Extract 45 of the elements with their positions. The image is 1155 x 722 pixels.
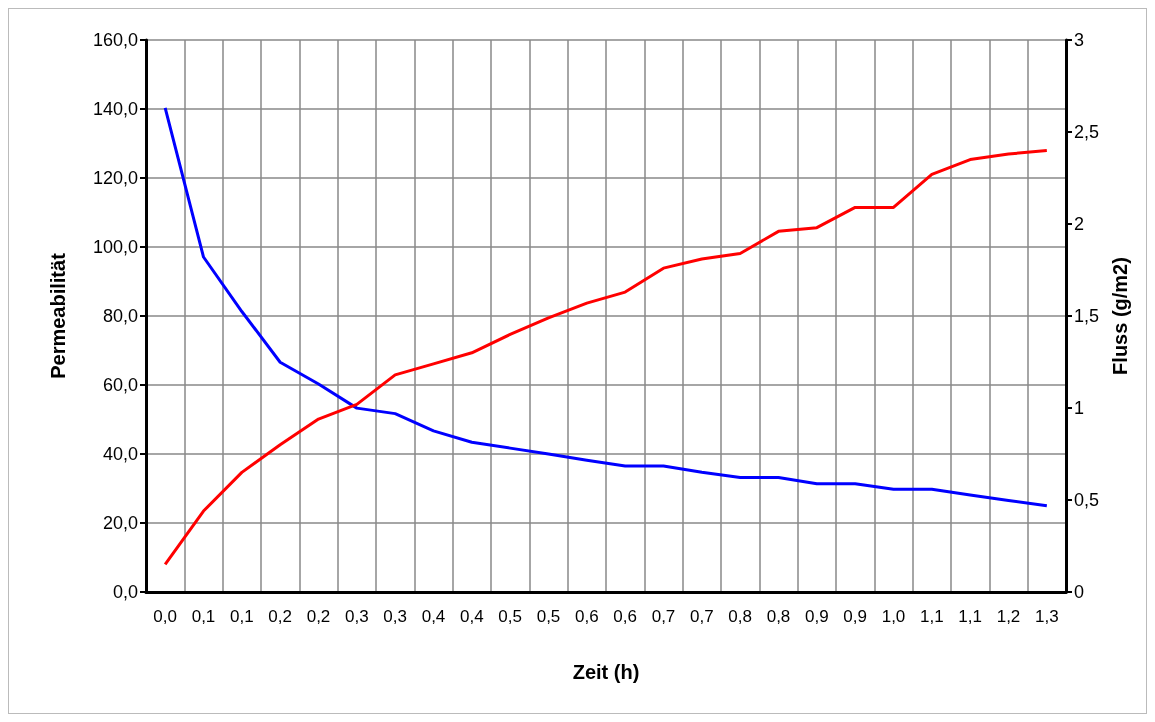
y2-tick-label: 3 — [1074, 30, 1085, 50]
x-tick-label: 0,9 — [843, 607, 867, 626]
y-tick-label: 160,0 — [92, 30, 138, 50]
x-tick-label: 1,0 — [881, 607, 906, 626]
y-tick-label: 0,0 — [112, 582, 138, 602]
y2-tick-label: 2 — [1074, 214, 1085, 234]
x-tick-label: 0,3 — [383, 607, 407, 626]
x-tick-label: 1,3 — [1035, 607, 1059, 626]
x-tick-label: 1,2 — [996, 607, 1021, 626]
x-tick-label: 0,8 — [728, 607, 752, 626]
y2-axis-title: Fluss (g/m2) — [1108, 257, 1131, 375]
x-tick-label: 0,1 — [191, 607, 216, 626]
line-series — [163, 106, 1049, 508]
y2-tick-label: 0,5 — [1074, 490, 1100, 510]
x-tick-label: 0,5 — [536, 607, 561, 626]
y-tick-label: 120,0 — [92, 168, 138, 188]
y-tick-label: 140,0 — [92, 99, 138, 119]
y-axis-title: Permeabilität — [47, 252, 69, 379]
x-tick-label: 0,7 — [690, 607, 714, 626]
x-tick-label: 0,5 — [498, 607, 522, 626]
x-tick-label: 1,1 — [958, 607, 982, 626]
x-tick-label: 0,3 — [345, 607, 369, 626]
x-axis-title: Zeit (h) — [572, 661, 640, 683]
y2-tick-label: 0 — [1074, 582, 1085, 602]
x-tick-label: 0,0 — [153, 607, 177, 626]
y2-tick-label: 1 — [1074, 398, 1085, 418]
x-tick-label: 0,2 — [268, 607, 292, 626]
y-tick-label: 20,0 — [102, 513, 138, 533]
x-tick-label: 0,4 — [460, 607, 484, 626]
x-tick-label: 0,7 — [651, 607, 676, 626]
x-tick-label: 0,4 — [421, 607, 446, 626]
x-tick-label: 0,6 — [613, 607, 637, 626]
x-tick-label: 1,1 — [920, 607, 944, 626]
y-tick-label: 60,0 — [102, 375, 138, 395]
y-tick-label: 80,0 — [102, 306, 138, 326]
x-tick-label: 0,9 — [805, 607, 829, 626]
x-tick-label: 0,2 — [306, 607, 331, 626]
y2-tick-label: 2,5 — [1074, 122, 1100, 142]
x-tick-label: 0,6 — [575, 607, 599, 626]
y-tick-label: 40,0 — [102, 444, 138, 464]
y2-tick-label: 1,5 — [1074, 306, 1100, 326]
y-tick-label: 100,0 — [92, 237, 138, 257]
line-series — [163, 148, 1049, 566]
x-tick-label: 0,1 — [230, 607, 254, 626]
x-tick-label: 0,8 — [766, 607, 791, 626]
